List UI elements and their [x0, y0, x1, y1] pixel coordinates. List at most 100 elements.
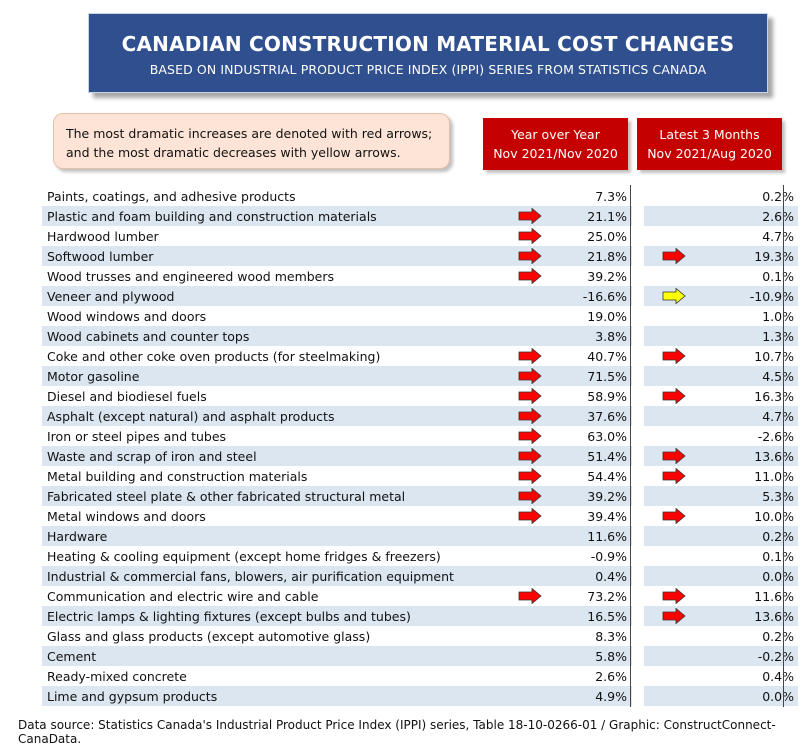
- red-arrow-icon: [518, 588, 542, 605]
- arrow-shape: [518, 348, 542, 365]
- m3-arrow-cell: [644, 206, 704, 226]
- row-label: Cement: [42, 646, 515, 666]
- m3-arrow-cell: [644, 426, 704, 446]
- arrow-shape: [518, 228, 542, 245]
- column-divider: [783, 185, 784, 707]
- arrow-shape: [518, 448, 542, 465]
- m3-value: 11.0%: [754, 468, 794, 484]
- yoy-arrow-cell: [515, 546, 545, 566]
- column-gap: [632, 326, 644, 346]
- table-row: Motor gasoline 71.5% 4.5%: [42, 366, 798, 386]
- table-body: Paints, coatings, and adhesive products 7…: [42, 186, 798, 706]
- yoy-arrow-cell: [515, 386, 545, 406]
- yoy-value: 71.5%: [545, 366, 632, 386]
- yoy-value: 21.1%: [545, 206, 632, 226]
- table-row: Coke and other coke oven products (for s…: [42, 346, 798, 366]
- yoy-value: 0.4%: [545, 566, 632, 586]
- column-gap: [632, 406, 644, 426]
- arrow-shape: [518, 508, 542, 525]
- m3-value: 0.2%: [762, 188, 794, 204]
- yoy-value: 21.8%: [545, 246, 632, 266]
- row-label: Hardwood lumber: [47, 228, 159, 244]
- row-label: Plastic and foam building and constructi…: [42, 206, 515, 226]
- table-row: Heating & cooling equipment (except home…: [42, 546, 798, 566]
- yoy-arrow-cell: [515, 186, 545, 206]
- table-row: Communication and electric wire and cabl…: [42, 586, 798, 606]
- m3-arrow-cell: [644, 346, 704, 366]
- yoy-value: 40.7%: [587, 348, 627, 364]
- yoy-arrow-cell: [515, 566, 545, 586]
- table-row: Electric lamps & lighting fixtures (exce…: [42, 606, 798, 626]
- m3-value: 0.1%: [762, 548, 794, 564]
- column-gap: [632, 666, 644, 686]
- arrow-shape: [662, 348, 686, 365]
- yoy-arrow-cell: [515, 406, 545, 426]
- yoy-value: 51.4%: [545, 446, 632, 466]
- m3-arrow-cell: [644, 286, 704, 306]
- row-label: Wood cabinets and counter tops: [42, 326, 515, 346]
- m3-arrow-cell: [644, 406, 704, 426]
- column-gap: [632, 346, 644, 366]
- m3-value: 13.6%: [704, 606, 798, 626]
- column-gap: [632, 586, 644, 606]
- m3-value: 4.7%: [762, 228, 794, 244]
- column-gap: [632, 466, 644, 486]
- m3-value: 4.7%: [704, 406, 798, 426]
- red-arrow-icon: [518, 208, 542, 225]
- m3-value: 2.6%: [704, 206, 798, 226]
- yoy-value: 54.4%: [587, 468, 627, 484]
- red-arrow-icon: [518, 248, 542, 265]
- yoy-arrow-cell: [515, 306, 545, 326]
- yoy-arrow-cell: [515, 366, 545, 386]
- column-gap: [632, 486, 644, 506]
- row-label: Diesel and biodiesel fuels: [47, 388, 207, 404]
- column-gap: [632, 306, 644, 326]
- red-arrow-icon: [662, 448, 686, 465]
- column-header-year-over-year: Year over Year Nov 2021/Nov 2020: [483, 118, 628, 170]
- table-row: Metal building and construction material…: [42, 466, 798, 486]
- row-label: Paints, coatings, and adhesive products: [47, 188, 296, 204]
- arrow-shape: [662, 248, 686, 265]
- arrow-shape: [518, 208, 542, 225]
- column-gap: [632, 246, 644, 266]
- m3-value: 13.6%: [704, 446, 798, 466]
- red-arrow-icon: [518, 228, 542, 245]
- table-row: Hardwood lumber 25.0% 4.7%: [42, 226, 798, 246]
- row-label: Wood trusses and engineered wood members: [47, 268, 335, 284]
- yoy-value: 2.6%: [595, 668, 627, 684]
- m3-value: 0.2%: [762, 628, 794, 644]
- yoy-value: 19.0%: [587, 308, 627, 324]
- m3-arrow-cell: [644, 246, 704, 266]
- m3-value: 19.3%: [704, 246, 798, 266]
- table-row: Wood cabinets and counter tops 3.8% 1.3%: [42, 326, 798, 346]
- red-arrow-icon: [662, 348, 686, 365]
- yoy-arrow-cell: [515, 286, 545, 306]
- yoy-arrow-cell: [515, 206, 545, 226]
- table-row: Veneer and plywood -16.6% -10.9%: [42, 286, 798, 306]
- arrow-shape: [518, 588, 542, 605]
- m3-value: 0.4%: [762, 668, 794, 684]
- table-row: Lime and gypsum products 4.9% 0.0%: [42, 686, 798, 706]
- table-row: Waste and scrap of iron and steel 51.4% 13…: [42, 446, 798, 466]
- data-source-note: Data source: Statistics Canada's Industr…: [18, 718, 776, 746]
- row-label: Iron or steel pipes and tubes: [47, 428, 227, 444]
- m3-value: 5.3%: [704, 486, 798, 506]
- m3-arrow-cell: [644, 666, 704, 686]
- arrow-shape: [518, 388, 542, 405]
- yoy-value: 37.6%: [545, 406, 632, 426]
- m3-value: -10.9%: [704, 286, 798, 306]
- arrow-shape: [662, 608, 686, 625]
- m3-arrow-cell: [644, 186, 704, 206]
- column-gap: [632, 266, 644, 286]
- red-arrow-icon: [518, 348, 542, 365]
- yoy-value: 39.4%: [587, 508, 627, 524]
- m3-value: 11.6%: [754, 588, 794, 604]
- column-gap: [632, 386, 644, 406]
- arrow-shape: [518, 368, 542, 385]
- yoy-arrow-cell: [515, 446, 545, 466]
- arrow-shape: [518, 268, 542, 285]
- row-label: Waste and scrap of iron and steel: [42, 446, 515, 466]
- m3-arrow-cell: [644, 366, 704, 386]
- yoy-arrow-cell: [515, 506, 545, 526]
- row-label: Hardware: [42, 526, 515, 546]
